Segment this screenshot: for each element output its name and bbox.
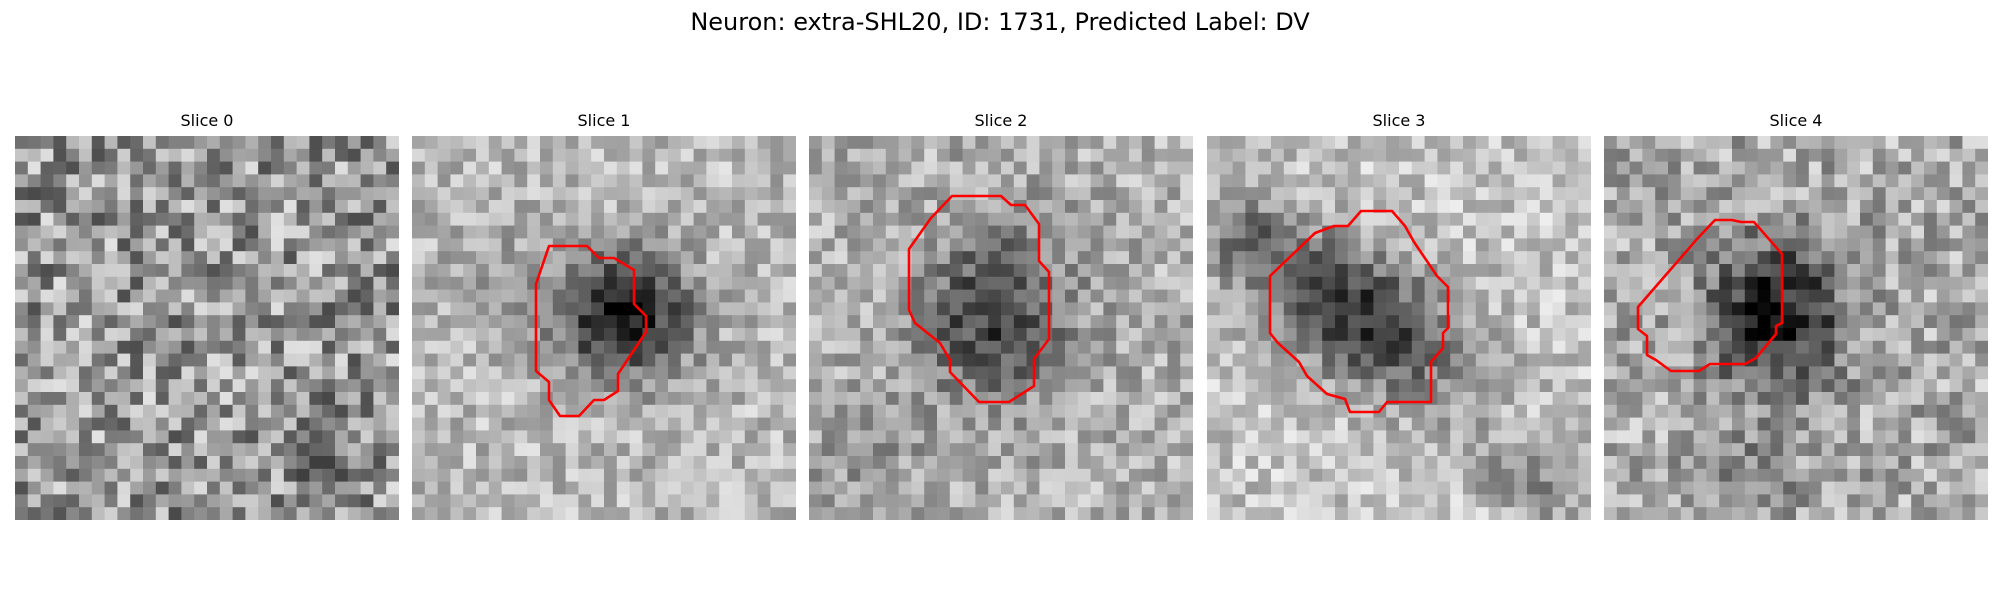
segmentation-contour xyxy=(1636,218,1784,373)
slice-image xyxy=(15,136,399,520)
segmentation-contour xyxy=(1268,209,1450,414)
segmentation-contour xyxy=(534,244,648,418)
panel-title: Slice 1 xyxy=(577,111,631,130)
panel-title: Slice 3 xyxy=(1372,111,1426,130)
panel-slice-4: Slice 4 xyxy=(1604,110,1988,520)
panel-title: Slice 4 xyxy=(1769,111,1823,130)
slice-image xyxy=(809,136,1193,520)
panel-slice-0: Slice 0 xyxy=(15,110,399,520)
panel-slice-1: Slice 1 xyxy=(412,110,796,520)
segmentation-contour xyxy=(907,194,1051,404)
panel-slice-2: Slice 2 xyxy=(809,110,1193,520)
slice-image xyxy=(1207,136,1591,520)
slice-image xyxy=(1604,136,1988,520)
panel-slice-3: Slice 3 xyxy=(1207,110,1591,520)
figure-title: Neuron: extra-SHL20, ID: 1731, Predicted… xyxy=(690,8,1310,36)
slice-image xyxy=(412,136,796,520)
panel-title: Slice 2 xyxy=(974,111,1028,130)
panel-title: Slice 0 xyxy=(180,111,234,130)
